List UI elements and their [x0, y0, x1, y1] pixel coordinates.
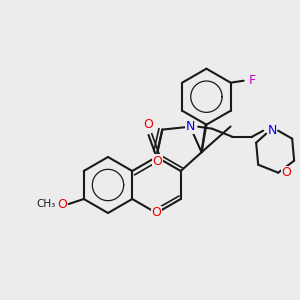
Text: N: N [268, 124, 277, 137]
Text: O: O [152, 206, 161, 220]
Text: O: O [144, 118, 153, 131]
Text: N: N [185, 120, 195, 133]
Text: F: F [249, 74, 256, 87]
Text: O: O [281, 166, 291, 179]
Text: O: O [152, 155, 162, 168]
Text: O: O [57, 197, 67, 211]
Text: CH₃: CH₃ [36, 199, 56, 209]
